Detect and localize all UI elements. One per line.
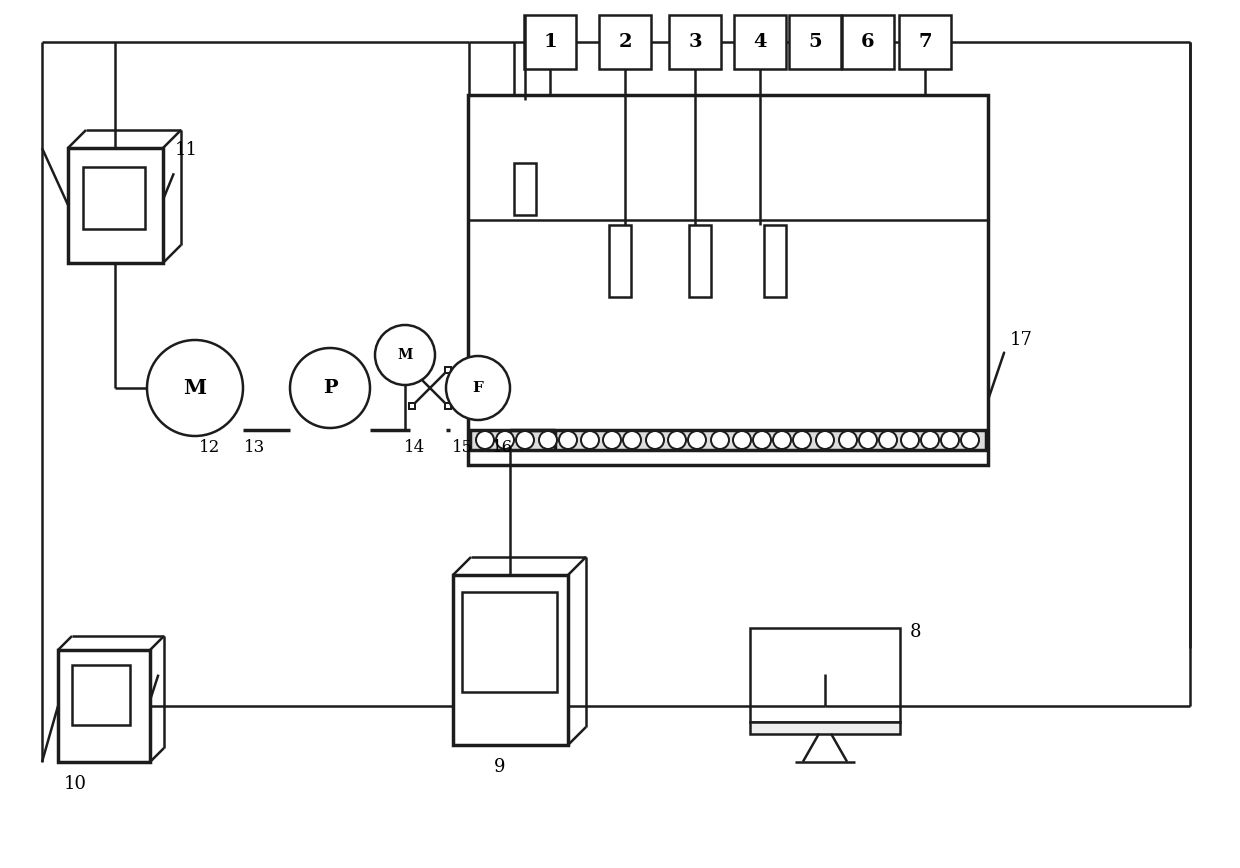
- Circle shape: [711, 431, 729, 449]
- Circle shape: [496, 431, 515, 449]
- Text: 2: 2: [619, 33, 631, 51]
- Text: 7: 7: [919, 33, 931, 51]
- Text: 11: 11: [175, 141, 198, 159]
- Text: 13: 13: [244, 439, 265, 457]
- Bar: [453, 575, 568, 745]
- Bar: [463, 592, 557, 692]
- Bar: [750, 721, 900, 733]
- Text: 15: 15: [451, 439, 472, 457]
- Circle shape: [559, 431, 577, 449]
- Circle shape: [794, 431, 811, 449]
- Circle shape: [901, 431, 919, 449]
- Bar: [445, 403, 451, 409]
- Bar: [58, 650, 150, 762]
- Text: 6: 6: [862, 33, 874, 51]
- Circle shape: [921, 431, 939, 449]
- Bar: [599, 15, 651, 69]
- Circle shape: [603, 431, 621, 449]
- Bar: [409, 367, 415, 373]
- Circle shape: [668, 431, 686, 449]
- Circle shape: [773, 431, 791, 449]
- Circle shape: [622, 431, 641, 449]
- Circle shape: [539, 431, 557, 449]
- Text: F: F: [472, 381, 484, 395]
- Bar: [764, 225, 786, 297]
- Bar: [842, 15, 894, 69]
- Circle shape: [476, 431, 494, 449]
- Bar: [409, 403, 415, 409]
- Text: 5: 5: [808, 33, 822, 51]
- Text: M: M: [184, 378, 207, 398]
- Circle shape: [582, 431, 599, 449]
- Circle shape: [879, 431, 897, 449]
- Bar: [750, 628, 900, 721]
- Text: 10: 10: [63, 775, 87, 793]
- Bar: [68, 148, 162, 263]
- Text: 12: 12: [200, 439, 221, 457]
- Bar: [467, 95, 988, 465]
- Bar: [72, 665, 130, 725]
- Circle shape: [961, 431, 980, 449]
- Circle shape: [516, 431, 534, 449]
- Circle shape: [646, 431, 663, 449]
- Bar: [515, 163, 536, 215]
- Text: 9: 9: [495, 758, 506, 776]
- Circle shape: [816, 431, 835, 449]
- Bar: [470, 430, 986, 450]
- Bar: [789, 15, 841, 69]
- Text: M: M: [397, 348, 413, 362]
- Bar: [734, 15, 786, 69]
- Circle shape: [290, 348, 370, 428]
- Bar: [525, 15, 577, 69]
- Bar: [609, 225, 631, 297]
- Text: 3: 3: [688, 33, 702, 51]
- Circle shape: [733, 431, 751, 449]
- Circle shape: [148, 340, 243, 436]
- Circle shape: [859, 431, 877, 449]
- Text: 1: 1: [543, 33, 557, 51]
- Circle shape: [446, 356, 510, 420]
- Text: 14: 14: [404, 439, 425, 457]
- Text: 16: 16: [491, 439, 512, 457]
- Text: 17: 17: [1011, 331, 1033, 349]
- Bar: [670, 15, 720, 69]
- Circle shape: [839, 431, 857, 449]
- Bar: [445, 367, 451, 373]
- Circle shape: [941, 431, 959, 449]
- Text: P: P: [322, 379, 337, 397]
- Text: 8: 8: [910, 623, 921, 641]
- Bar: [83, 167, 145, 229]
- Circle shape: [753, 431, 771, 449]
- Bar: [689, 225, 711, 297]
- Circle shape: [374, 325, 435, 385]
- Bar: [899, 15, 951, 69]
- Text: 4: 4: [753, 33, 766, 51]
- Circle shape: [688, 431, 706, 449]
